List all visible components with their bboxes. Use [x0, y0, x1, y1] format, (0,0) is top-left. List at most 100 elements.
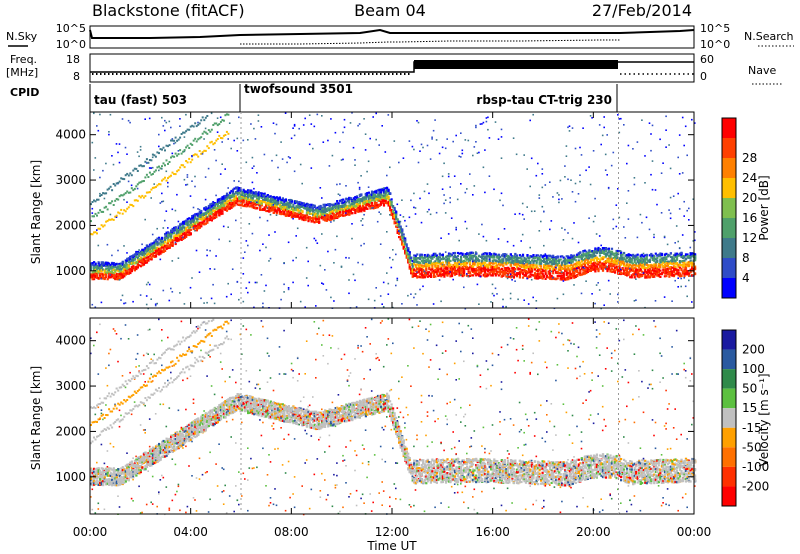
- echo-cell: [192, 222, 195, 225]
- scatter-cell: [127, 180, 130, 183]
- echo-cell: [318, 205, 321, 208]
- echo-cell: [262, 207, 265, 211]
- scatter-cell: [194, 175, 196, 178]
- echo-cell: [198, 221, 201, 224]
- scatter-cell: [213, 268, 216, 270]
- scatter-cell: [392, 249, 394, 251]
- echo-cell: [493, 259, 496, 262]
- scatter-cell: [298, 127, 300, 130]
- echo-cell: [164, 244, 167, 247]
- scatter-cell: [375, 112, 377, 115]
- echo-cell: [423, 255, 426, 258]
- echo-cell: [139, 252, 142, 255]
- echo-cell: [423, 254, 426, 257]
- scatter-cell: [351, 200, 353, 203]
- echo-cell: [180, 227, 183, 230]
- echo-cell: [404, 239, 407, 242]
- echo-cell: [115, 268, 118, 271]
- scatter-cell: [266, 219, 269, 222]
- echo-cell: [284, 214, 287, 217]
- echo-cell: [509, 258, 512, 261]
- echo-cell: [488, 260, 491, 263]
- echo-cell: [419, 276, 422, 279]
- streak-cell: [105, 192, 108, 195]
- echo-cell: [378, 194, 381, 197]
- echo-cell: [505, 253, 508, 256]
- echo-cell: [231, 199, 235, 202]
- echo-cell: [191, 220, 194, 223]
- streak-cell: [120, 177, 123, 180]
- echo-cell: [375, 202, 378, 205]
- echo-cell: [367, 199, 370, 202]
- echo-cell: [91, 275, 94, 279]
- echo-cell: [447, 261, 451, 264]
- echo-cell: [343, 205, 346, 208]
- echo-cell: [139, 265, 142, 268]
- scatter-cell: [315, 239, 317, 242]
- echo-cell: [239, 203, 242, 206]
- echo-cell: [308, 209, 312, 212]
- scatter-cell: [416, 304, 418, 306]
- echo-cell: [355, 203, 358, 206]
- scatter-cell: [204, 176, 207, 178]
- echo-cell: [435, 254, 438, 257]
- scatter-cell: [145, 162, 148, 164]
- echo-cell: [245, 203, 248, 206]
- echo-cell: [360, 200, 363, 203]
- scatter-cell: [238, 116, 240, 119]
- echo-cell: [173, 237, 176, 240]
- echo-cell: [476, 262, 479, 265]
- echo-cell: [293, 202, 296, 205]
- echo-cell: [198, 223, 201, 226]
- echo-cell: [244, 197, 247, 200]
- echo-cell: [346, 199, 349, 202]
- echo-cell: [496, 267, 499, 270]
- echo-cell: [96, 276, 99, 279]
- echo-cell: [478, 271, 481, 275]
- echo-cell: [97, 276, 100, 279]
- echo-cell: [316, 216, 319, 219]
- echo-cell: [321, 209, 324, 213]
- scatter-cell: [183, 150, 186, 153]
- scatter-cell: [283, 283, 285, 286]
- scatter-cell: [215, 255, 217, 257]
- echo-cell: [153, 255, 156, 258]
- echo-cell: [263, 208, 266, 212]
- echo-cell: [260, 202, 263, 205]
- echo-cell: [204, 215, 207, 218]
- echo-cell: [358, 201, 361, 204]
- scatter-cell: [464, 139, 467, 141]
- echo-cell: [428, 261, 431, 264]
- echo-cell: [420, 264, 423, 267]
- echo-cell: [313, 217, 316, 220]
- scatter-cell: [313, 125, 316, 128]
- echo-cell: [447, 263, 451, 266]
- streak-cell: [154, 169, 157, 172]
- echo-cell: [505, 272, 508, 275]
- scatter-cell: [136, 151, 139, 153]
- scatter-cell: [354, 159, 356, 161]
- scatter-cell: [315, 305, 317, 307]
- echo-cell: [251, 197, 254, 200]
- echo-cell: [203, 220, 206, 223]
- echo-cell: [123, 269, 126, 272]
- scatter-cell: [443, 202, 445, 205]
- echo-cell: [296, 204, 300, 207]
- echo-cell: [469, 259, 472, 262]
- echo-cell: [381, 200, 384, 203]
- streak-cell: [103, 192, 106, 195]
- echo-cell: [419, 269, 422, 272]
- echo-cell: [366, 200, 369, 203]
- scatter-cell: [382, 187, 385, 189]
- echo-cell: [256, 192, 259, 195]
- echo-cell: [286, 201, 289, 204]
- scatter-cell: [319, 264, 322, 267]
- echo-cell: [228, 205, 232, 209]
- streak-cell: [221, 137, 224, 140]
- echo-cell: [165, 242, 168, 245]
- echo-cell: [450, 274, 454, 277]
- echo-cell: [141, 262, 144, 265]
- echo-cell: [251, 206, 254, 209]
- echo-cell: [238, 203, 241, 206]
- echo-cell: [188, 229, 191, 232]
